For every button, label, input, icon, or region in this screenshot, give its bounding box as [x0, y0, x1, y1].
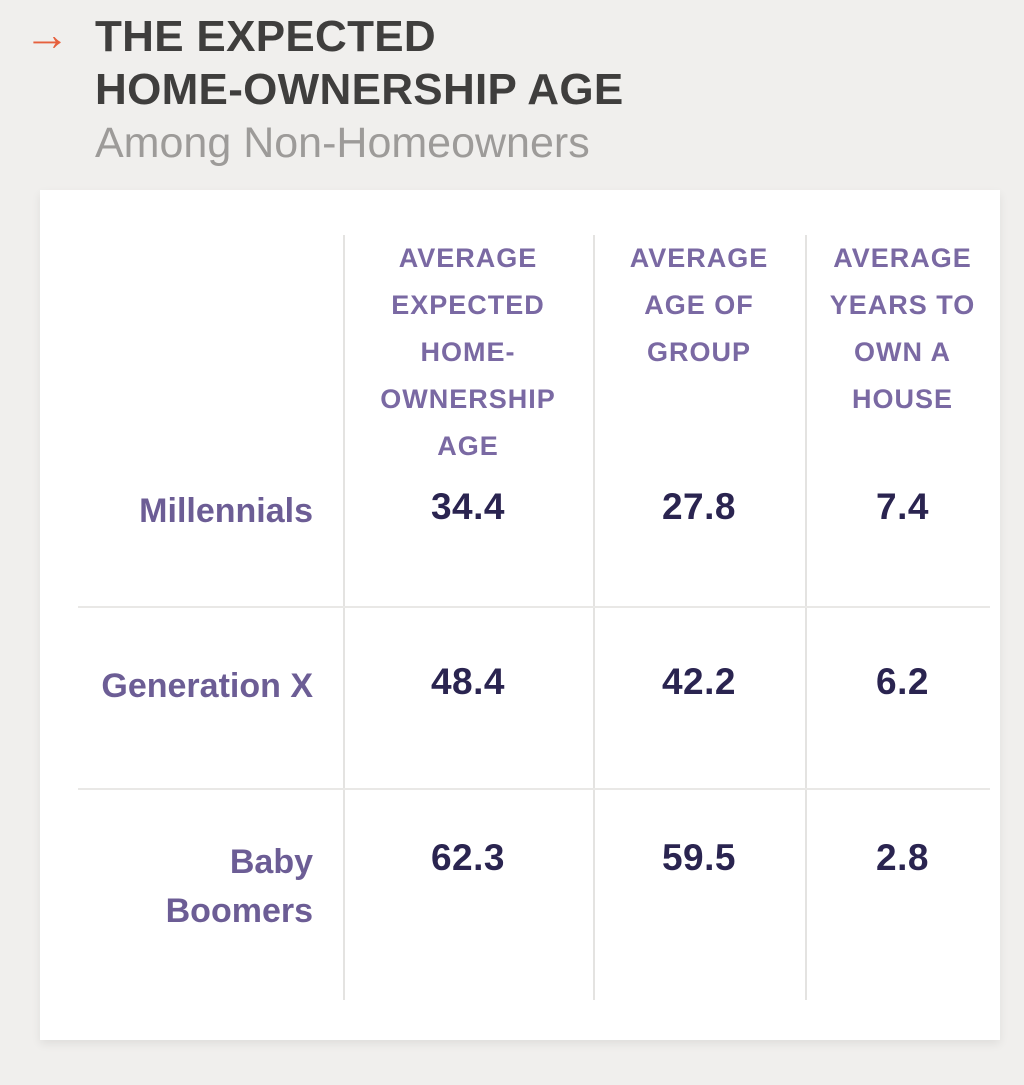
table-cell: 2.8 [876, 837, 929, 878]
row-divider [78, 606, 990, 608]
column-header-group-age: AVERAGE AGE OF GROUP [629, 243, 769, 367]
table-card: AVERAGE EXPECTED HOME- OWNERSHIP AGE AVE… [40, 190, 1000, 1040]
row-label-generation-x: Generation X [101, 667, 313, 705]
row-label-millennials: Millennials [139, 492, 313, 530]
table-cell: 34.4 [430, 486, 505, 527]
data-table: AVERAGE EXPECTED HOME- OWNERSHIP AGE AVE… [40, 235, 1000, 1000]
table-cell: 59.5 [661, 837, 736, 878]
chart-title: THE EXPECTED HOME-OWNERSHIP AGE [95, 12, 624, 114]
column-header-years-to-own: AVERAGE YEARS TO OWN A HOUSE [829, 243, 976, 414]
row-label-baby-boomers: Baby Boomers [165, 843, 313, 930]
right-arrow-icon: → [24, 8, 70, 60]
column-divider [805, 235, 807, 1000]
column-divider [593, 235, 595, 1000]
chart-subtitle: Among Non-Homeowners [95, 119, 590, 167]
table-cell: 6.2 [876, 661, 929, 702]
table-cell: 27.8 [661, 486, 736, 527]
column-header-expected-age: AVERAGE EXPECTED HOME- OWNERSHIP AGE [380, 243, 556, 461]
table-cell: 42.2 [661, 661, 736, 702]
table-cell: 62.3 [430, 837, 505, 878]
chart-header: THE EXPECTED HOME-OWNERSHIP AGE Among No… [95, 10, 624, 168]
row-divider [78, 788, 990, 790]
table-corner-cell [40, 235, 343, 460]
table-cell: 7.4 [876, 486, 929, 527]
column-divider [343, 235, 345, 1000]
table-cell: 48.4 [430, 661, 505, 702]
